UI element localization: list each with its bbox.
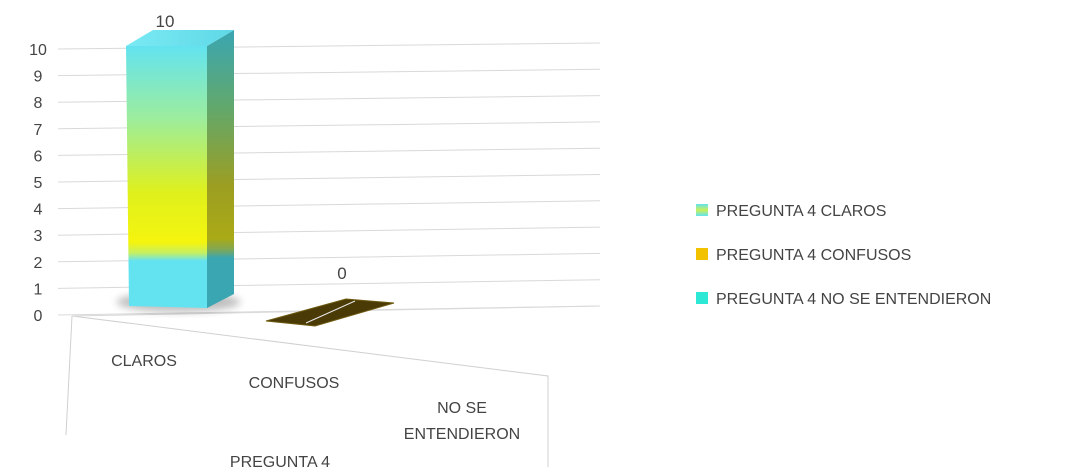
y-tick-label: 1 [34,281,43,298]
category-labels: CLAROS CONFUSOS NO SE ENTENDIERON [111,353,520,443]
legend-label: PREGUNTA 4 CONFUSOS [716,247,911,264]
floor-left-edge [65,315,73,436]
y-tick-label: 9 [34,69,43,86]
bar-claros-top [126,29,234,46]
y-tick-label: 8 [34,95,43,112]
legend-swatch [696,248,708,260]
y-tick-label: 4 [34,202,43,219]
data-labels: 10 0 [156,12,347,283]
x-axis-title: PREGUNTA 4 [230,454,330,471]
category-label: ENTENDIERON [404,426,520,443]
y-tick-label: 3 [34,228,43,245]
y-tick-label: 0 [34,308,43,325]
bar-claros-side [207,29,234,309]
bar-slab-edge [305,300,356,324]
y-tick-label: 6 [34,148,43,165]
y-tick-label: 10 [29,42,47,59]
legend-label: PREGUNTA 4 CLAROS [716,203,886,220]
category-label: CONFUSOS [249,375,340,392]
legend: PREGUNTA 4 CLAROS PREGUNTA 4 CONFUSOS PREG… [696,203,991,308]
legend-swatch [696,292,708,304]
y-axis-ticks: 0 1 2 3 4 5 6 7 8 9 10 [29,42,47,325]
legend-label: PREGUNTA 4 NO SE ENTENDIERON [716,291,991,308]
category-label: CLAROS [111,353,177,370]
y-tick-label: 2 [34,255,43,272]
floor-front-edge [71,315,549,467]
bar-claros-front [126,45,207,309]
y-tick-label: 7 [34,122,43,139]
data-label: 10 [156,12,175,31]
data-label: 0 [337,264,346,283]
category-label: NO SE [437,400,487,417]
legend-swatch [696,204,708,216]
bars [116,29,395,327]
y-tick-label: 5 [34,175,43,192]
